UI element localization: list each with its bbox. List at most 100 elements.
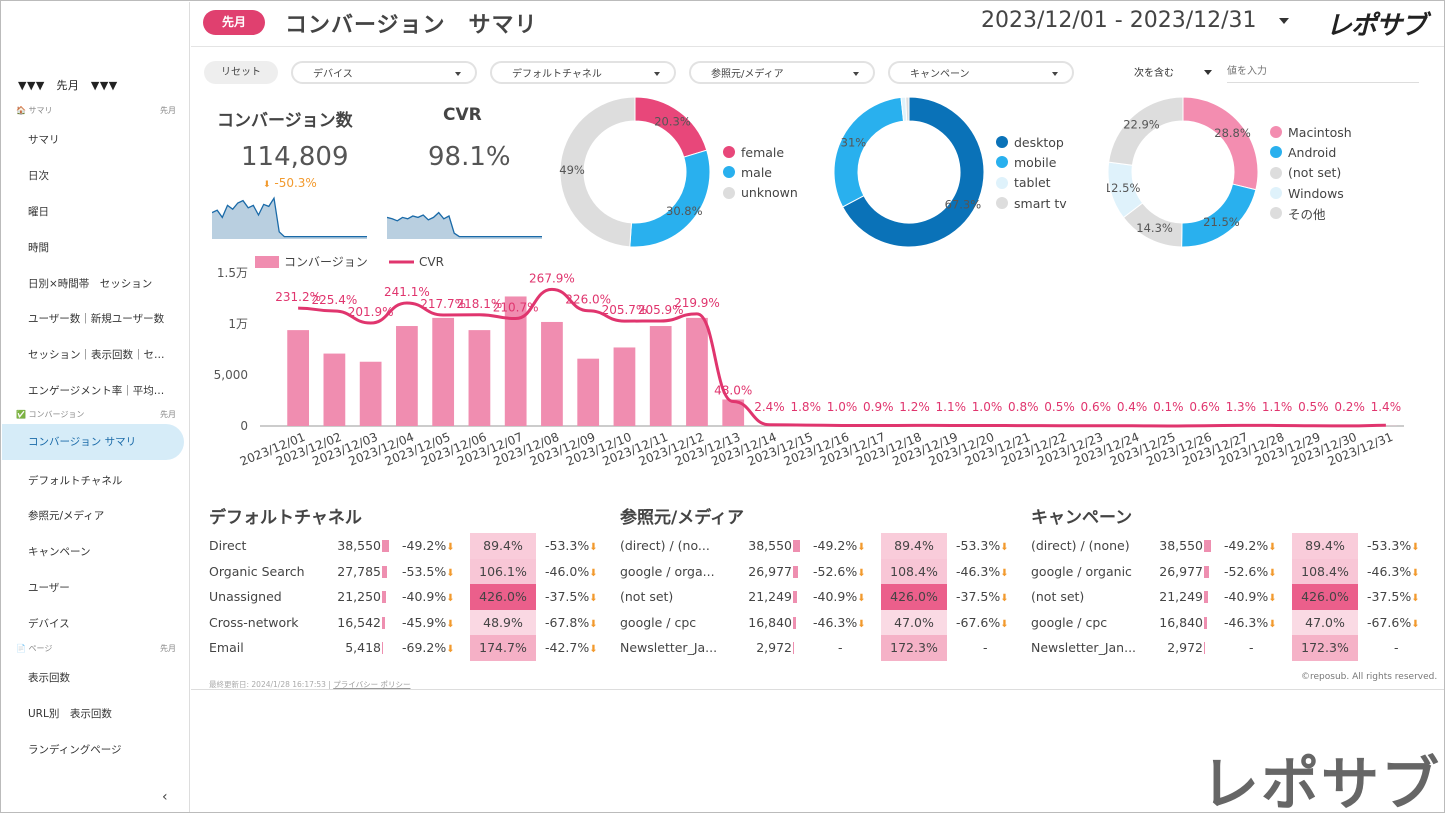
cvr-value: 172.3% [1301,640,1349,656]
sidebar-item[interactable]: サマリ [28,134,60,146]
legend-label: desktop [1014,134,1064,150]
down-arrow-icon: ⬇ [1000,542,1009,553]
legend-dot-icon [723,166,735,179]
delta-value: - [838,640,843,656]
row-name: Cross-network [209,614,299,630]
legend-label: その他 [1288,206,1326,222]
sidebar-section-period: 先月 [160,106,176,115]
cvr-data-label: 1.4% [1371,400,1402,414]
device-filter-dropdown[interactable]: デバイス [291,61,477,84]
chevron-down-icon [853,72,859,76]
channel-filter-dropdown[interactable]: デフォルトチャネル [490,61,676,84]
sidebar-item[interactable]: 曜日 [28,206,49,218]
row-cvr-delta: -37.5%⬇ [956,589,1009,604]
reset-button[interactable]: リセット [204,61,278,84]
row-conversions: 38,550 [1159,538,1203,553]
row-name: (not set) [1031,589,1085,605]
legend-item: male [723,162,798,182]
row-conversions: 2,972 [1167,640,1203,656]
sidebar-item[interactable]: デフォルトチャネル [28,475,123,487]
legend-dot-icon [1270,126,1282,139]
brand-logo: レポサブ [1326,11,1427,41]
date-range-dropdown-icon[interactable] [1279,18,1289,24]
footer: 最終更新日: 2024/1/28 16:17:53 | プライバシー ポリシー [209,680,411,689]
cvr-data-label: 241.1% [384,285,430,299]
legend-item: female [723,142,798,162]
table-row[interactable]: Cross-network 16,542 -45.9%⬇ 48.9% -67.8%⬇ [209,609,609,636]
sidebar-item[interactable]: URL別 表示回数 [28,708,112,720]
sidebar-item[interactable]: ユーザー [28,582,70,594]
conversions-mini-bar [382,616,385,629]
row-cvr-cell: 172.3% [881,635,947,661]
cvr-data-label: 225.4% [312,293,358,307]
table-row[interactable]: Email 5,418 -69.2%⬇ 174.7% -42.7%⬇ [209,635,609,661]
table-row[interactable]: (direct) / (no... 38,550 -49.2%⬇ 89.4% -53.3… [620,533,1020,559]
row-conversions-delta: -52.6%⬇ [1224,564,1277,579]
sidebar-item[interactable]: デバイス [28,618,70,630]
cvr-title: CVR [443,105,482,125]
down-arrow-icon: ⬇ [446,542,455,553]
table-row[interactable]: google / organic 26,977 -52.6%⬇ 108.4% -46.3… [1031,558,1431,585]
privacy-link[interactable]: プライバシー ポリシー [333,680,411,689]
campaign-table-title: キャンペーン [1031,508,1133,528]
table-row[interactable]: (not set) 21,249 -40.9%⬇ 426.0% -37.5%⬇ [1031,584,1431,610]
condition-dropdown-icon[interactable] [1204,70,1212,75]
table-row[interactable]: Organic Search 27,785 -53.5%⬇ 106.1% -46.0%⬇ [209,558,609,585]
sidebar-item[interactable]: 表示回数 [28,672,70,684]
conversions-mini-bar [382,565,388,578]
sidebar-collapse-icon[interactable]: ‹ [162,789,168,805]
sidebar-section-header: 📄 ページ 先月 [16,643,176,654]
campaign-filter-label: キャンペーン [910,69,970,80]
row-conversions: 16,840 [1159,614,1203,630]
delta-value: -49.2% [402,538,447,553]
table-row[interactable]: Unassigned 21,250 -40.9%⬇ 426.0% -37.5%⬇ [209,584,609,610]
table-row[interactable]: (not set) 21,249 -40.9%⬇ 426.0% -37.5%⬇ [620,584,1020,610]
table-row[interactable]: google / orga... 26,977 -52.6%⬇ 108.4% -46.3… [620,558,1020,585]
cvr-data-label: 2.4% [754,400,785,414]
sidebar-item[interactable]: 参照元/メディア [28,510,105,522]
table-row[interactable]: google / cpc 16,840 -46.3%⬇ 47.0% -67.6%⬇ [620,609,1020,636]
date-range-picker[interactable]: 2023/12/01 - 2023/12/31 [981,8,1257,33]
campaign-filter-dropdown[interactable]: キャンペーン [888,61,1074,84]
table-row[interactable]: Newsletter_Jan... 2,972 - 172.3% - [1031,635,1431,661]
conversion-bar [613,347,636,426]
page-title: コンバージョン サマリ [285,13,538,38]
conversions-value: 114,809 [241,142,349,172]
sidebar-item[interactable]: 日別×時間帯 セッション [28,278,153,290]
down-arrow-icon: ⬇ [589,542,598,553]
legend-label: Android [1288,144,1337,160]
sidebar-item[interactable]: 時間 [28,242,49,254]
sidebar-item[interactable]: ランディングページ [28,744,122,756]
table-row[interactable]: google / cpc 16,840 -46.3%⬇ 47.0% -67.6%⬇ [1031,609,1431,636]
table-row[interactable]: (direct) / (none) 38,550 -49.2%⬇ 89.4% -53.3… [1031,533,1431,559]
filter-value-input[interactable] [1227,61,1419,83]
cvr-value: 106.1% [479,563,527,579]
cvr-data-label: 201.9% [348,305,394,319]
down-arrow-icon: ⬇ [857,618,866,630]
table-row[interactable]: Direct 38,550 -49.2%⬇ 89.4% -53.3%⬇ [209,533,609,559]
condition-select[interactable]: 次を含む [1134,68,1174,79]
down-arrow-icon: ⬇ [857,567,866,579]
sidebar-item[interactable]: エンゲージメント率｜平均… [28,385,165,397]
conversions-mini-bar [1204,540,1211,552]
period-pill-button[interactable]: 先月 [203,10,265,35]
sidebar-item[interactable]: キャンペーン [28,546,91,558]
sidebar-item[interactable]: セッション｜表示回数｜セ… [28,349,165,361]
cvr-data-label: 231.2% [275,290,321,304]
sidebar-section-period: 先月 [160,410,176,419]
source-filter-dropdown[interactable]: 参照元/メディア [689,61,875,84]
cvr-sparkline [387,211,542,239]
sidebar-item[interactable]: 日次 [28,170,49,182]
delta-value: -52.6% [813,563,858,579]
delta-value: -45.9% [402,614,447,630]
sidebar-item[interactable]: ユーザー数｜新規ユーザー数 [28,313,165,325]
cvr-data-label: 48.0% [714,384,752,398]
donut-slice [841,96,985,248]
cvr-value: 89.4% [894,538,934,553]
legend-dot-icon [723,186,735,199]
sidebar-item[interactable]: コンバージョン サマリ [2,424,184,460]
legend-item: tablet [996,173,1067,193]
table-row[interactable]: Newsletter_Ja... 2,972 - 172.3% - [620,635,1020,661]
conversions-mini-bar [793,642,794,655]
row-conversions: 27,785 [337,563,381,579]
